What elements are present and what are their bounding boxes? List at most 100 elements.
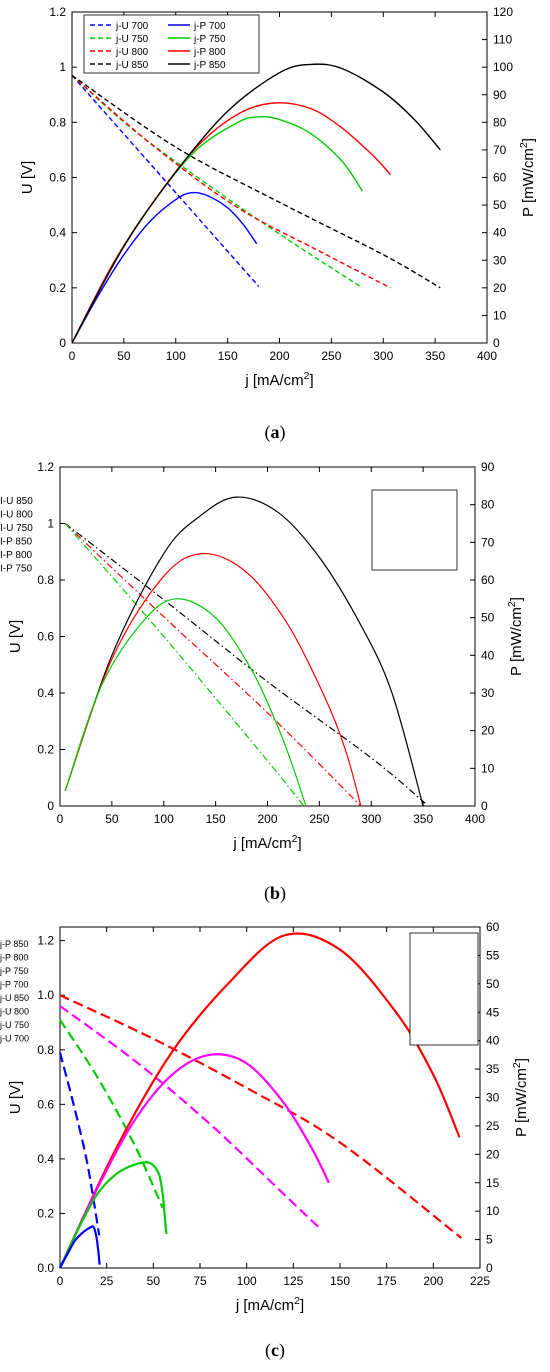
x-tick-label: 125 <box>283 1274 303 1288</box>
y-right-tick-label: 50 <box>481 611 495 625</box>
legend-label: j-U 700 <box>0 1034 29 1044</box>
legend-label: j-P 750 <box>0 966 28 976</box>
chart-panel-b: 0 50 100 150 200 250 300 350 400 0 0.2 0.4 0.6 0.8 1 1.… <box>0 455 550 915</box>
y-right-tick-label: 40 <box>493 226 507 240</box>
legend-label: j-P 850 <box>193 60 226 71</box>
y-right-tick-label: 30 <box>481 686 495 700</box>
series-line-0 <box>71 74 260 287</box>
legend-label: j-U 700 <box>115 21 149 32</box>
y-right-tick-label: 120 <box>493 5 513 19</box>
series-line-0 <box>64 523 426 804</box>
y-left-tick-label: 0.4 <box>49 226 66 240</box>
legend-label: j-P 750 <box>193 34 226 45</box>
y-right-tick-label: 60 <box>493 171 507 185</box>
x-tick-label: 225 <box>470 1274 490 1288</box>
x-axis-label: j [mA/cm2] <box>232 833 301 852</box>
series-line-3 <box>64 496 424 807</box>
y-left-tick-label: 0.8 <box>37 573 54 587</box>
y-left-tick-label: 0.6 <box>49 171 66 185</box>
series-line-1 <box>64 523 362 807</box>
x-axis-label: j [mA/cm2] <box>235 1295 304 1314</box>
series-line-7 <box>71 63 441 344</box>
y-right-tick-label: 10 <box>493 308 507 322</box>
caption-b: (b) <box>263 883 286 903</box>
y-right-tick-label: 20 <box>493 281 507 295</box>
series-line-0 <box>59 994 462 1239</box>
y-left-tick-label: 0 <box>59 336 66 350</box>
x-tick-label: 50 <box>147 1274 161 1288</box>
y-left-tick-label: 0.8 <box>49 115 66 129</box>
x-tick-label: 200 <box>269 349 289 363</box>
x-tick-label: 150 <box>206 812 226 826</box>
series-line-3 <box>58 1052 101 1236</box>
y-right-tick-label: 0 <box>481 799 488 813</box>
y-right-tick-label: 45 <box>486 1005 500 1019</box>
legend-label: I-U 850 <box>0 496 33 507</box>
y-right-tick-label: 20 <box>481 724 495 738</box>
y-left-axis-label: U [V] <box>7 1081 24 1114</box>
legend-box <box>409 932 479 1046</box>
y-right-tick-label: 0 <box>493 336 500 350</box>
series-line-4 <box>71 191 258 344</box>
y-right-tick-label: 50 <box>493 198 507 212</box>
series-line-2 <box>59 1019 164 1209</box>
y-right-tick-label: 70 <box>481 535 495 549</box>
series-line-5 <box>64 598 307 807</box>
x-tick-label: 200 <box>423 1274 443 1288</box>
legend-label: j-U 750 <box>115 34 149 45</box>
legend-label: I-U 750 <box>0 523 33 534</box>
chart-b-svg: 0 50 100 150 200 250 300 350 40000.20.40.60.811.… <box>0 460 525 852</box>
y-right-tick-label: 80 <box>493 115 507 129</box>
y-right-tick-label: 60 <box>481 573 495 587</box>
chart-panel-c: 0 25 50 75 100 125 150 175 200 225 0.0 0.2 0.4 0.6 0.8… <box>0 915 550 1372</box>
legend-label: j-P 800 <box>0 953 28 963</box>
y-right-tick-label: 25 <box>486 1119 500 1133</box>
legend-label: j-P 800 <box>193 47 226 58</box>
x-tick-label: 250 <box>309 812 329 826</box>
y-left-tick-label: 0.4 <box>37 686 54 700</box>
x-tick-label: 0 <box>69 349 76 363</box>
y-left-tick-label: 0.2 <box>37 743 54 757</box>
chart-a-svg: 0 50 100 150 200 250 300 350 40000.20.40.60.811.… <box>19 5 537 389</box>
x-tick-label: 100 <box>154 812 174 826</box>
series-line-5 <box>59 1053 330 1269</box>
legend-label: I-U 800 <box>0 510 33 521</box>
x-tick-label: 400 <box>465 812 485 826</box>
x-tick-label: 350 <box>413 812 433 826</box>
y-left-axis-label: U [V] <box>19 161 36 194</box>
y-left-tick-label: 0.6 <box>37 1097 54 1111</box>
x-tick-label: 200 <box>257 812 277 826</box>
legend: j-P 850 j-P 800 j-P 750 j-P 700 j-U 850 j-U 8… <box>0 932 479 1046</box>
y-left-tick-label: 0.2 <box>49 281 66 295</box>
y-right-tick-label: 40 <box>486 1034 500 1048</box>
y-right-tick-label: 5 <box>486 1233 493 1247</box>
y-right-tick-label: 60 <box>486 920 500 934</box>
x-tick-label: 50 <box>117 349 131 363</box>
legend-label: I-P 850 <box>0 537 32 548</box>
y-left-tick-label: 1.2 <box>37 460 54 474</box>
x-tick-label: 100 <box>237 1274 257 1288</box>
series-line-4 <box>64 552 362 807</box>
series-line-2 <box>71 74 391 289</box>
y-left-tick-label: 0 <box>47 799 54 813</box>
y-left-tick-label: 0.0 <box>37 1261 54 1275</box>
legend-label: j-P 850 <box>0 939 28 949</box>
y-right-tick-label: 55 <box>486 948 500 962</box>
y-right-axis-label: P [mW/cm2] <box>511 1058 530 1137</box>
y-right-tick-label: 110 <box>493 33 512 47</box>
x-tick-label: 25 <box>100 1274 114 1288</box>
x-tick-label: 0 <box>57 1274 64 1288</box>
x-tick-label: 300 <box>373 349 393 363</box>
y-left-tick-label: 0.2 <box>37 1206 54 1220</box>
series-line-1 <box>71 74 363 289</box>
series-line-7 <box>59 1225 101 1269</box>
y-right-tick-label: 35 <box>486 1062 500 1076</box>
y-left-tick-label: 0.4 <box>37 1152 54 1166</box>
legend-label: j-U 850 <box>115 60 149 71</box>
y-right-axis-label: P [mW/cm2] <box>518 138 537 217</box>
series-line-5 <box>71 115 364 344</box>
series-group <box>71 63 441 344</box>
legend-label: j-P 700 <box>193 21 226 32</box>
y-left-tick-label: 0.6 <box>37 630 54 644</box>
y-right-tick-label: 30 <box>493 253 507 267</box>
